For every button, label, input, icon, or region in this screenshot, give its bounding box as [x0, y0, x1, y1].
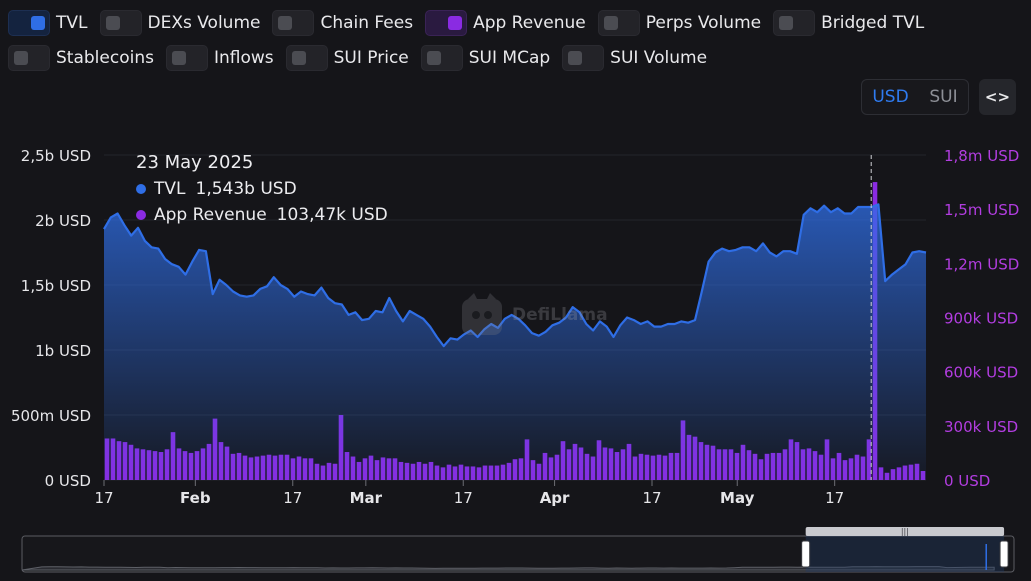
- switch-dexs-volume[interactable]: [99, 10, 142, 36]
- range-brush[interactable]: |||: [0, 522, 1031, 581]
- toggle-label-chain-fees: Chain Fees: [320, 13, 414, 33]
- toggle-row-1: TVL DEXs Volume Chain Fees App Revenue P…: [8, 8, 968, 38]
- currency-switcher: USD SUI: [861, 79, 969, 115]
- switch-inflows[interactable]: [165, 45, 208, 71]
- toggle-label-dexs-volume: DEXs Volume: [147, 13, 261, 33]
- right-axis-tick-label: 1,2m USD: [944, 255, 1019, 273]
- brush-selection[interactable]: [805, 536, 1005, 572]
- brush-right-handle[interactable]: [999, 540, 1009, 568]
- tooltip-row-tvl: TVL 1,543b USD: [136, 176, 388, 202]
- toggle-sui-price[interactable]: SUI Price: [285, 45, 409, 71]
- toggle-label-sui-price: SUI Price: [333, 48, 409, 68]
- x-axis-tick-label: 17: [825, 489, 844, 507]
- switch-sui-volume[interactable]: [562, 45, 605, 71]
- toggle-row-2: Stablecoins Inflows SUI Price SUI MCap S…: [8, 43, 968, 73]
- toggle-stablecoins[interactable]: Stablecoins: [8, 45, 154, 71]
- switch-knob: [171, 51, 186, 65]
- brush-track[interactable]: [21, 535, 1015, 573]
- x-axis-tick-label: 17: [642, 489, 661, 507]
- x-axis-tick-label: Mar: [350, 489, 383, 507]
- tooltip-dot-tvl: [136, 184, 146, 194]
- left-axis-tick-label: 2,5b USD: [21, 147, 91, 165]
- switch-chain-fees[interactable]: [272, 10, 315, 36]
- switch-sui-mcap[interactable]: [420, 45, 463, 71]
- toggle-app-revenue[interactable]: App Revenue: [425, 10, 586, 36]
- toggle-label-stablecoins: Stablecoins: [56, 48, 154, 68]
- llama-logo-icon: [462, 293, 502, 335]
- toggle-sui-mcap[interactable]: SUI MCap: [420, 45, 551, 71]
- x-axis-tick-label: 17: [283, 489, 302, 507]
- right-axis-tick-label: 1,5m USD: [944, 201, 1019, 219]
- tooltip-date: 23 May 2025: [136, 152, 254, 173]
- toggle-tvl[interactable]: TVL: [8, 10, 88, 36]
- switch-perps-volume[interactable]: [597, 10, 640, 36]
- defillama-watermark: DefiLlama: [460, 293, 608, 337]
- switch-tvl[interactable]: [8, 10, 50, 36]
- right-axis-tick-label: 0 USD: [944, 472, 990, 490]
- toggle-chain-fees[interactable]: Chain Fees: [272, 10, 413, 36]
- brush-left-handle[interactable]: [801, 540, 811, 568]
- toggle-label-sui-mcap: SUI MCap: [468, 48, 551, 68]
- left-axis-tick-label: 1b USD: [35, 342, 91, 360]
- switch-knob: [603, 16, 618, 30]
- switch-bridged-tvl[interactable]: [773, 10, 816, 36]
- tooltip-value-tvl: 1,543b USD: [195, 179, 297, 199]
- currency-sui-button[interactable]: SUI: [929, 87, 958, 107]
- embed-code-button[interactable]: <>: [979, 79, 1016, 115]
- series-toggles: TVL DEXs Volume Chain Fees App Revenue P…: [8, 8, 968, 78]
- currency-usd-button[interactable]: USD: [872, 87, 909, 107]
- toggle-label-app-revenue: App Revenue: [473, 13, 586, 33]
- right-axis-tick-label: 600k USD: [944, 364, 1018, 382]
- tooltip-name-tvl: TVL: [154, 179, 186, 199]
- toggle-label-bridged-tvl: Bridged TVL: [821, 13, 925, 33]
- switch-knob: [14, 51, 28, 65]
- toggle-inflows[interactable]: Inflows: [165, 45, 274, 71]
- switch-knob: [779, 16, 794, 30]
- x-axis-tick-label: 17: [454, 489, 473, 507]
- switch-knob: [448, 16, 463, 30]
- switch-knob: [278, 16, 293, 30]
- right-axis-tick-label: 300k USD: [944, 418, 1018, 436]
- toggle-label-sui-volume: SUI Volume: [610, 48, 708, 68]
- left-axis-tick-label: 2b USD: [35, 212, 91, 230]
- toggle-label-perps-volume: Perps Volume: [645, 13, 762, 33]
- toggle-sui-volume[interactable]: SUI Volume: [562, 45, 707, 71]
- x-axis-tick-label: Feb: [180, 489, 211, 507]
- chart-plot[interactable]: 0 USD 500m USD 1b USD 1,5b USD 2b USD 2,5b US…: [0, 140, 1031, 510]
- tooltip-value-app-revenue: 103,47k USD: [276, 205, 388, 225]
- brush-mini-area: [21, 566, 995, 571]
- brush-top-handle[interactable]: [805, 527, 1005, 536]
- x-axis-tick-label: Apr: [540, 489, 570, 507]
- brush-grip-icon: |||: [901, 527, 909, 536]
- switch-knob: [426, 51, 441, 65]
- tooltip-row-app-revenue: App Revenue 103,47k USD: [136, 202, 388, 228]
- tooltip-name-app-revenue: App Revenue: [154, 205, 267, 225]
- switch-knob: [568, 51, 583, 65]
- toggle-label-inflows: Inflows: [213, 48, 274, 68]
- right-axis-tick-label: 900k USD: [944, 310, 1018, 328]
- left-axis-tick-label: 0 USD: [45, 472, 91, 490]
- x-axis-tick-label: 17: [94, 489, 113, 507]
- right-axis-tick-label: 1,8m USD: [944, 147, 1019, 165]
- x-axis-tick-label: May: [720, 489, 755, 507]
- switch-knob: [291, 51, 306, 65]
- left-axis-tick-label: 500m USD: [11, 407, 91, 425]
- switch-app-revenue[interactable]: [425, 10, 468, 36]
- toggle-perps-volume[interactable]: Perps Volume: [597, 10, 762, 36]
- switch-sui-price[interactable]: [285, 45, 328, 71]
- left-axis-tick-label: 1,5b USD: [21, 277, 91, 295]
- toggle-dexs-volume[interactable]: DEXs Volume: [99, 10, 261, 36]
- toggle-bridged-tvl[interactable]: Bridged TVL: [773, 10, 924, 36]
- tvl-area: [104, 204, 926, 480]
- switch-knob: [31, 16, 45, 30]
- tooltip-dot-app-revenue: [136, 210, 146, 220]
- switch-knob: [105, 16, 120, 30]
- watermark-text: DefiLlama: [512, 305, 608, 325]
- tvl-line: [103, 203, 927, 348]
- chart-tooltip: 23 May 2025 TVL 1,543b USD App Revenue 1…: [136, 152, 388, 228]
- toggle-label-tvl: TVL: [56, 13, 88, 33]
- switch-stablecoins[interactable]: [8, 45, 50, 71]
